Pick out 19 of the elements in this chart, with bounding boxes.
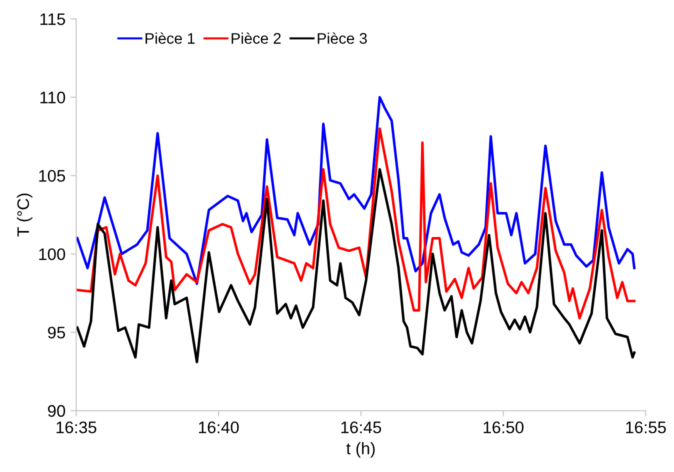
y-tick-label: 100 <box>39 248 66 260</box>
line-series <box>76 127 636 320</box>
x-tick-label: 16:50 <box>484 421 524 434</box>
x-tick-label: 16:55 <box>626 421 666 434</box>
x-tick-label: 16:40 <box>198 421 239 434</box>
legend-label: Pièce 2 <box>232 32 281 44</box>
legend-label: Pièce 3 <box>318 32 367 44</box>
y-axis-title: T (°C) <box>16 194 32 237</box>
y-tick-label: 90 <box>48 405 66 417</box>
line-series <box>76 96 636 285</box>
y-tick-label: 95 <box>48 326 66 338</box>
y-tick-label: 105 <box>39 170 66 182</box>
legend-label: Pièce 1 <box>146 32 195 44</box>
y-tick-label: 115 <box>40 13 66 26</box>
x-axis-title: t (h) <box>346 442 375 458</box>
x-tick-label: 16:35 <box>56 421 96 434</box>
y-tick-label: 110 <box>40 92 66 104</box>
x-tick-label: 16:45 <box>341 421 382 434</box>
line-series <box>76 168 636 364</box>
